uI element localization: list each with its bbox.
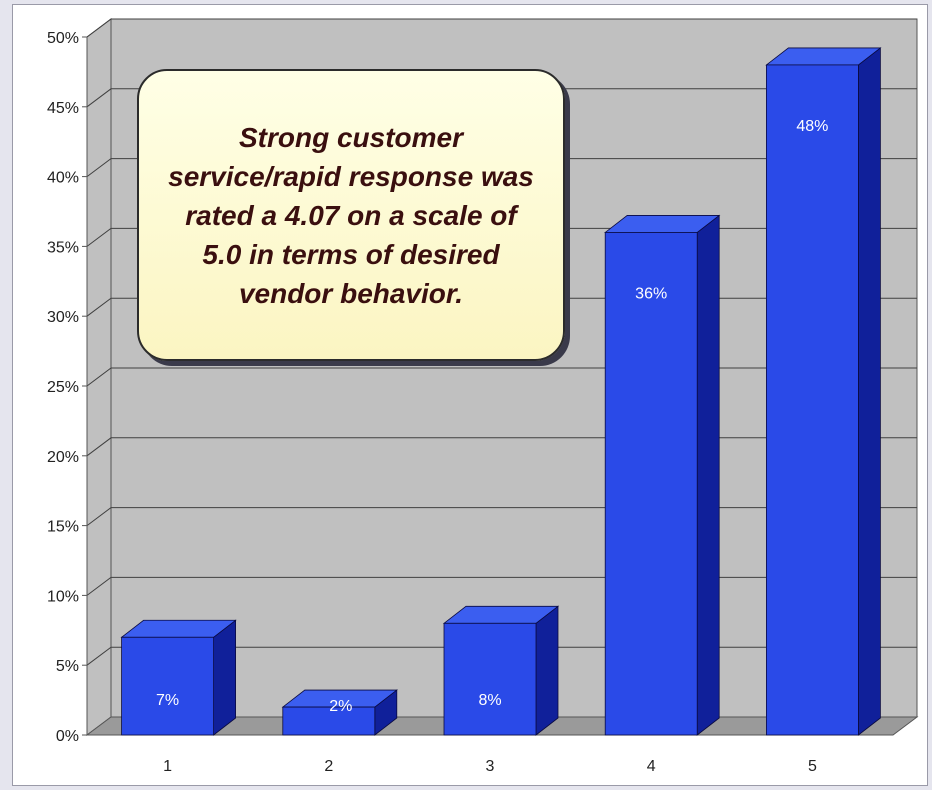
bar: 7% bbox=[120, 619, 237, 736]
gridline bbox=[86, 18, 917, 38]
y-tick-label: 40% bbox=[47, 170, 79, 187]
bar-front bbox=[766, 64, 859, 736]
bar-value-label: 8% bbox=[478, 692, 501, 709]
y-tick-label: 20% bbox=[47, 449, 79, 466]
y-axis-ticks: 0% 5% 10% 15% 20% 25% 30% 35% 40% 45% 50% bbox=[47, 30, 88, 745]
annotation-callout-text: Strong customer service/rapid response w… bbox=[168, 121, 534, 309]
bar-front bbox=[282, 706, 376, 736]
y-tick-label: 0% bbox=[56, 728, 79, 745]
x-tick-label: 1 bbox=[163, 758, 172, 775]
bar-front bbox=[121, 636, 214, 736]
gridline bbox=[86, 158, 917, 178]
bar: 8% bbox=[442, 605, 560, 736]
x-axis-ticks: 1 2 3 4 5 bbox=[163, 758, 817, 775]
x-tick-label: 4 bbox=[647, 758, 656, 775]
bar-value-label: 7% bbox=[156, 692, 179, 709]
bar-value-label: 48% bbox=[796, 118, 828, 135]
bar: 48% bbox=[765, 47, 882, 736]
bar: 36% bbox=[604, 214, 721, 736]
y-tick-label: 35% bbox=[47, 239, 79, 256]
gridline bbox=[86, 88, 917, 108]
y-tick-label: 25% bbox=[47, 379, 79, 396]
x-tick-label: 3 bbox=[486, 758, 495, 775]
y-tick-label: 30% bbox=[47, 309, 79, 326]
y-tick-label: 15% bbox=[47, 519, 79, 536]
x-tick-label: 2 bbox=[324, 758, 333, 775]
y-tick-label: 45% bbox=[47, 100, 79, 117]
bar-side bbox=[535, 605, 559, 736]
chart-frame: 0% 5% 10% 15% 20% 25% 30% 35% 40% 45% 50% 7% 2% 8% 36… bbox=[12, 4, 928, 786]
bars: 7% 2% 8% 36% 48% bbox=[120, 47, 882, 736]
bar-side bbox=[858, 47, 881, 736]
bar-side bbox=[696, 214, 720, 736]
y-tick-label: 5% bbox=[56, 658, 79, 675]
y-tick-label: 50% bbox=[47, 30, 79, 47]
bar-side bbox=[213, 619, 237, 736]
x-tick-label: 5 bbox=[808, 758, 817, 775]
bar: 2% bbox=[281, 689, 398, 736]
bar-value-label: 2% bbox=[329, 698, 352, 715]
annotation-callout: Strong customer service/rapid response w… bbox=[137, 69, 565, 361]
y-tick-label: 10% bbox=[47, 588, 79, 605]
bar-front bbox=[443, 622, 537, 736]
bar-front bbox=[604, 232, 698, 736]
bar-value-label: 36% bbox=[635, 285, 667, 302]
